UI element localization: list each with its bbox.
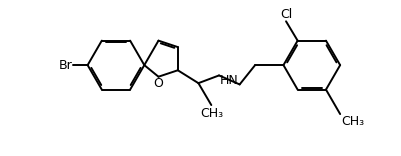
- Text: CH₃: CH₃: [200, 107, 223, 120]
- Text: Cl: Cl: [279, 8, 292, 21]
- Text: HN: HN: [219, 74, 238, 87]
- Text: O: O: [153, 77, 163, 90]
- Text: Br: Br: [58, 59, 72, 72]
- Text: CH₃: CH₃: [340, 115, 364, 128]
